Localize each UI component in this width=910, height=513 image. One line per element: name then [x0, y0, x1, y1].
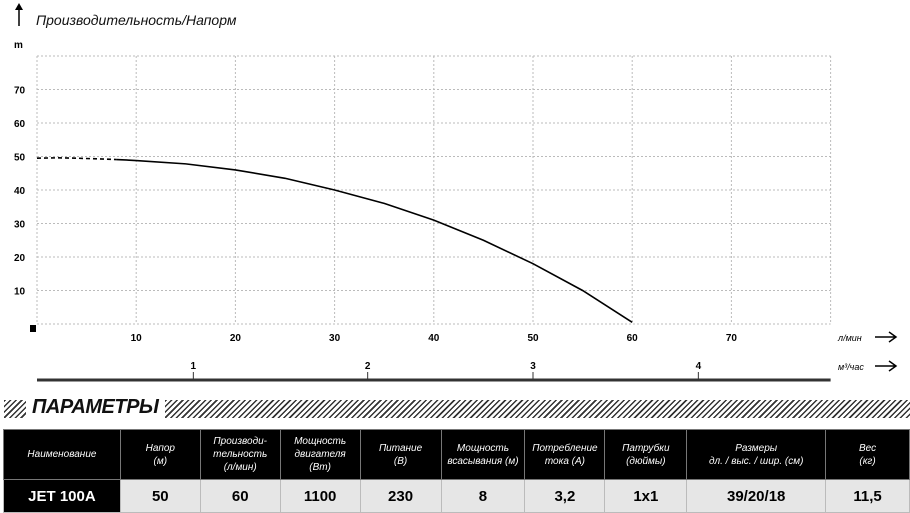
header-line: двигателя: [282, 448, 359, 461]
table-cell: 39/20/18: [687, 480, 826, 513]
model-name: JET 100A: [4, 480, 121, 513]
x-tick-label: 40: [428, 333, 440, 344]
header-line: (дюймы): [606, 455, 685, 468]
column-header: Напор(м): [120, 430, 200, 480]
header-line: тельность: [202, 448, 279, 461]
y-tick-label: 70: [14, 86, 26, 97]
header-line: дл. / выс. / шир. (см): [688, 455, 824, 468]
header-line: (л/мин): [202, 461, 279, 474]
x-axis-label: л/мин: [837, 333, 862, 343]
header-line: Питание: [362, 442, 440, 455]
y-tick-label: 60: [14, 119, 26, 130]
x-tick-label: 30: [329, 333, 341, 344]
table-cell: 11,5: [826, 480, 910, 513]
performance-curve-solid: [116, 160, 632, 323]
header-line: Мощность: [443, 442, 524, 455]
table-cell: 50: [120, 480, 200, 513]
header-line: Вес: [827, 442, 908, 455]
header-line: Размеры: [688, 442, 824, 455]
y-tick-label: 50: [14, 153, 26, 164]
table-cell: 1x1: [605, 480, 687, 513]
header-line: Патрубки: [606, 442, 685, 455]
x2-tick-label: 3: [530, 361, 536, 372]
header-line: Наименование: [5, 448, 119, 461]
column-header: Производи-тельность(л/мин): [200, 430, 280, 480]
table-cell: 1100: [280, 480, 360, 513]
x-tick-label: 50: [527, 333, 539, 344]
header-line: (м): [122, 455, 199, 468]
x-axis-arrow: [875, 332, 896, 342]
header-line: Производи-: [202, 435, 279, 448]
x-tick-label: 70: [726, 333, 738, 344]
section-header: ПАРАМЕТРЫ: [0, 396, 910, 422]
y-tick-label: 10: [14, 287, 26, 298]
header-line: всасывания (м): [443, 455, 524, 468]
table-cell: 8: [441, 480, 525, 513]
header-line: (кг): [827, 455, 908, 468]
column-header: Наименование: [4, 430, 121, 480]
header-line: (В): [362, 455, 440, 468]
table-cell: 230: [360, 480, 441, 513]
y-tick-label: 40: [14, 186, 26, 197]
hatch-decoration: [4, 400, 26, 418]
y-tick-label: 30: [14, 220, 26, 231]
x2-axis-arrow: [875, 361, 896, 371]
x-tick-label: 20: [230, 333, 242, 344]
x2-axis-label: м³/час: [838, 362, 864, 372]
y-tick-label: 20: [14, 253, 26, 264]
y-axis-label: m: [14, 40, 23, 51]
column-header: Питание(В): [360, 430, 441, 480]
header-line: Напор: [122, 442, 199, 455]
y-axis-arrowhead: [15, 3, 23, 10]
table-cell: 3,2: [525, 480, 605, 513]
header-line: Потребление: [526, 442, 603, 455]
x2-tick-label: 1: [191, 361, 197, 372]
hatch-decoration: [165, 400, 910, 418]
origin-marker: [30, 325, 36, 332]
column-header: Вес(кг): [826, 430, 910, 480]
x-tick-label: 60: [627, 333, 639, 344]
column-header: Патрубки(дюймы): [605, 430, 687, 480]
section-title: ПАРАМЕТРЫ: [32, 396, 158, 419]
header-line: тока (А): [526, 455, 603, 468]
x2-tick-label: 2: [365, 361, 371, 372]
x-tick-label: 10: [131, 333, 143, 344]
header-line: (Вт): [282, 461, 359, 474]
table-cell: 60: [200, 480, 280, 513]
pump-curve-chart: m 10 20 30 40 50 60 70 10 20 30 40 50 60 70 л/мин 1 2 3 4 м³…: [0, 0, 910, 395]
header-line: Мощность: [282, 435, 359, 448]
x2-tick-label: 4: [696, 361, 702, 372]
